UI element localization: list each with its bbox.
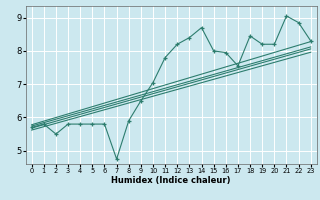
X-axis label: Humidex (Indice chaleur): Humidex (Indice chaleur) (111, 176, 231, 185)
